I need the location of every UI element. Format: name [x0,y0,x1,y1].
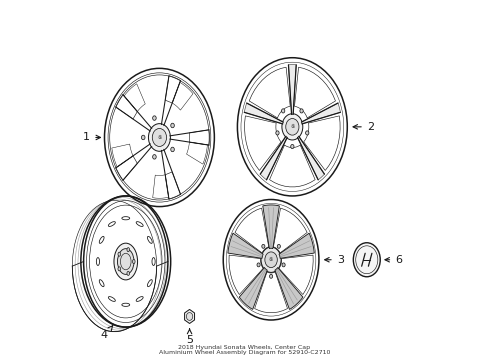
Polygon shape [288,65,296,114]
Ellipse shape [118,267,121,271]
Ellipse shape [132,260,135,264]
Polygon shape [184,310,194,324]
Ellipse shape [127,248,129,252]
Ellipse shape [170,123,174,128]
Text: ⑤: ⑤ [289,124,294,129]
Ellipse shape [281,109,284,113]
Ellipse shape [305,131,308,135]
Polygon shape [227,233,263,258]
Ellipse shape [117,249,134,274]
Ellipse shape [269,274,272,278]
Polygon shape [301,103,340,124]
Ellipse shape [118,252,121,256]
Polygon shape [244,103,283,124]
Ellipse shape [141,135,145,140]
Text: 3: 3 [324,255,343,265]
Ellipse shape [353,243,380,277]
Ellipse shape [282,263,285,267]
Ellipse shape [186,312,192,320]
Ellipse shape [290,144,293,149]
Ellipse shape [148,123,170,151]
Ellipse shape [277,244,280,248]
Polygon shape [262,205,279,248]
Ellipse shape [282,114,302,140]
Ellipse shape [114,243,137,280]
Text: ⑤: ⑤ [268,257,273,262]
Ellipse shape [170,147,174,152]
Text: 1: 1 [83,132,100,143]
Polygon shape [297,136,324,180]
Ellipse shape [257,263,260,267]
Ellipse shape [152,154,156,159]
Ellipse shape [264,252,277,267]
Ellipse shape [127,271,129,275]
Ellipse shape [261,244,264,248]
Ellipse shape [261,247,281,273]
Text: 2018 Hyundai Sonata Wheels, Center Cap
Aluminium Wheel Assembly Diagram for 5291: 2018 Hyundai Sonata Wheels, Center Cap A… [159,345,329,355]
Text: 5: 5 [185,329,193,345]
Polygon shape [260,136,286,180]
Ellipse shape [299,109,303,113]
Text: ⑤: ⑤ [157,135,162,140]
Ellipse shape [275,131,279,135]
Ellipse shape [285,118,298,135]
Polygon shape [239,267,267,310]
Polygon shape [279,233,314,258]
Text: 4: 4 [101,325,113,340]
Ellipse shape [152,116,156,120]
Polygon shape [274,267,302,310]
Text: 2: 2 [352,122,373,132]
Ellipse shape [152,129,166,147]
Text: 6: 6 [384,255,401,265]
